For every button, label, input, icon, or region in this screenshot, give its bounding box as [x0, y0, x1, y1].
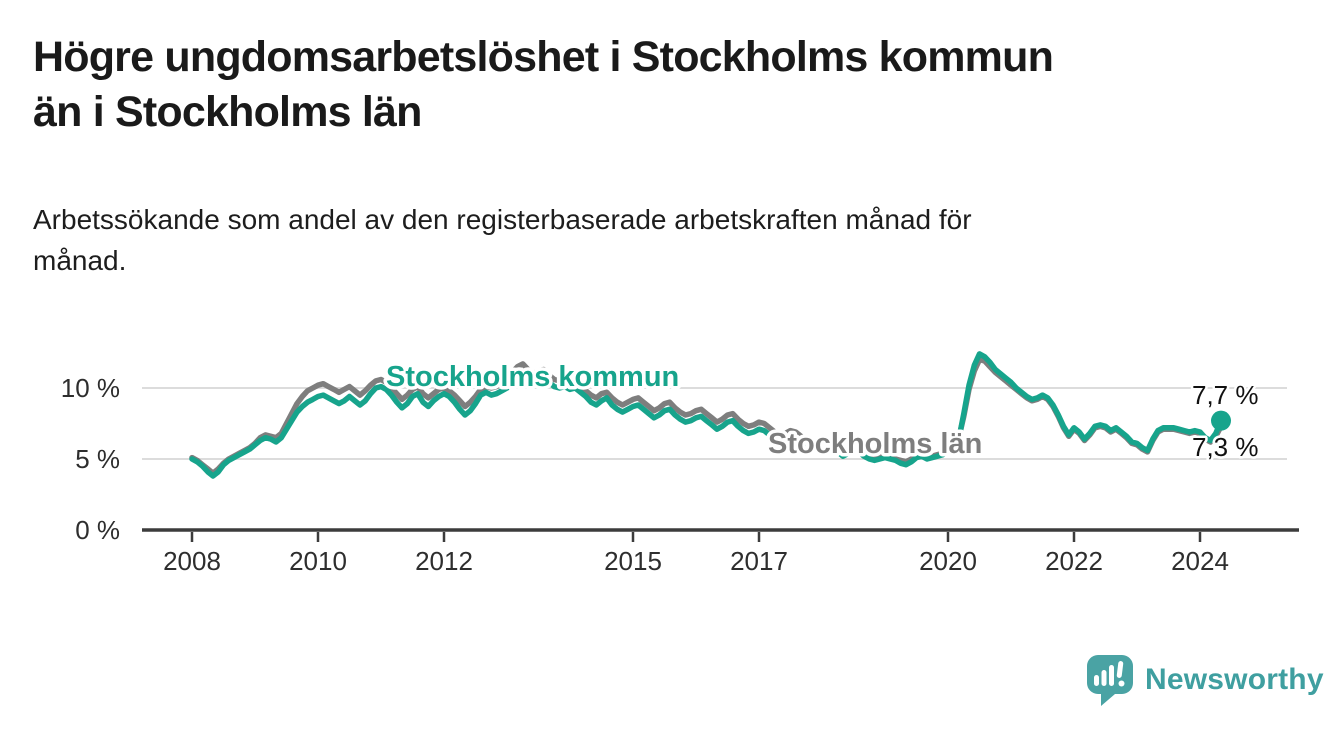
end-value-label-stockholms-kommun: 7,7 %	[1192, 380, 1259, 410]
series-end-dot-stockholms-kommun	[1211, 410, 1231, 431]
chart-subtitle: Arbetssökande som andel av den registerb…	[33, 200, 972, 281]
x-axis-label-2012: 2012	[415, 546, 473, 576]
x-axis-label-2020: 2020	[919, 546, 977, 576]
chart-title-line-1: Högre ungdomsarbetslöshet i Stockholms k…	[33, 33, 1054, 81]
y-axis-label-5: 5 %	[75, 444, 120, 474]
x-axis-label-2017: 2017	[730, 546, 788, 576]
series-label-stockholms-kommun: Stockholms kommun	[386, 361, 679, 393]
end-value-label-stockholms-l-n: 7,3 %	[1192, 432, 1259, 462]
x-axis-label-2022: 2022	[1045, 546, 1103, 576]
newsworthy-logo: Newsworthy	[1086, 654, 1324, 706]
x-axis-label-2024: 2024	[1171, 546, 1229, 576]
series-label-stockholms-l-n: Stockholms län	[768, 428, 982, 460]
x-axis-label-2010: 2010	[289, 546, 347, 576]
y-axis-label-0: 0 %	[75, 515, 120, 545]
x-axis-label-2015: 2015	[604, 546, 662, 576]
chart-subtitle-line-1: Arbetssökande som andel av den registerb…	[33, 204, 972, 235]
chart-title: Högre ungdomsarbetslöshet i Stockholms k…	[33, 30, 1054, 140]
newsworthy-logo-text: Newsworthy	[1145, 663, 1324, 696]
x-axis-label-2008: 2008	[163, 546, 221, 576]
chart-subtitle-line-2: månad.	[33, 244, 127, 276]
speech-bubble-bar-chart-icon	[1087, 655, 1133, 706]
y-axis-label-10: 10 %	[61, 373, 120, 403]
chart-title-line-2: än i Stockholms län	[33, 88, 422, 137]
series-line-stockholms-kommun	[189, 351, 1224, 479]
series-line-stockholms-l-n	[189, 356, 1224, 476]
